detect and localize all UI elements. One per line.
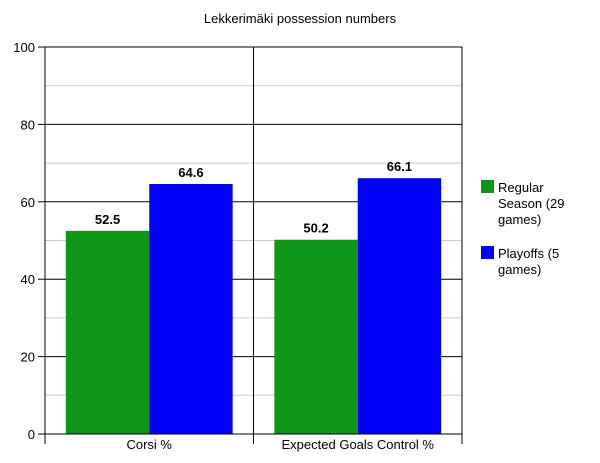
data-label: 64.6 xyxy=(178,165,203,180)
data-label: 52.5 xyxy=(95,212,120,227)
x-tick-label: Corsi % xyxy=(126,437,172,452)
axes xyxy=(44,47,463,444)
bar xyxy=(65,230,150,434)
legend-swatch xyxy=(481,246,494,259)
x-tick-label: Expected Goals Control % xyxy=(282,437,435,452)
data-label: 50.2 xyxy=(303,221,328,236)
x-axis-ticks: Corsi % Expected Goals Control % xyxy=(126,437,434,452)
y-tick-label: 80 xyxy=(21,117,35,132)
y-tick-label: 100 xyxy=(13,40,35,55)
data-label: 66.1 xyxy=(387,159,412,174)
chart-title: Lekkerimäki possession numbers xyxy=(204,11,397,26)
data-labels: 52.5 64.6 50.2 66.1 xyxy=(95,159,412,236)
y-axis-ticks: 0 20 40 60 80 100 xyxy=(13,40,45,442)
legend-label: Regular Season (29 games) xyxy=(498,180,565,227)
legend: Regular Season (29 games) Playoffs (5 games) xyxy=(481,180,565,277)
bar xyxy=(149,183,233,434)
bars xyxy=(65,178,442,434)
bar xyxy=(357,178,442,434)
y-tick-label: 40 xyxy=(21,272,35,287)
y-tick-label: 20 xyxy=(21,350,35,365)
legend-swatch xyxy=(481,180,494,193)
bar xyxy=(274,239,358,434)
legend-label: Playoffs (5 games) xyxy=(498,246,559,277)
y-tick-label: 60 xyxy=(21,195,35,210)
y-tick-label: 0 xyxy=(28,427,35,442)
